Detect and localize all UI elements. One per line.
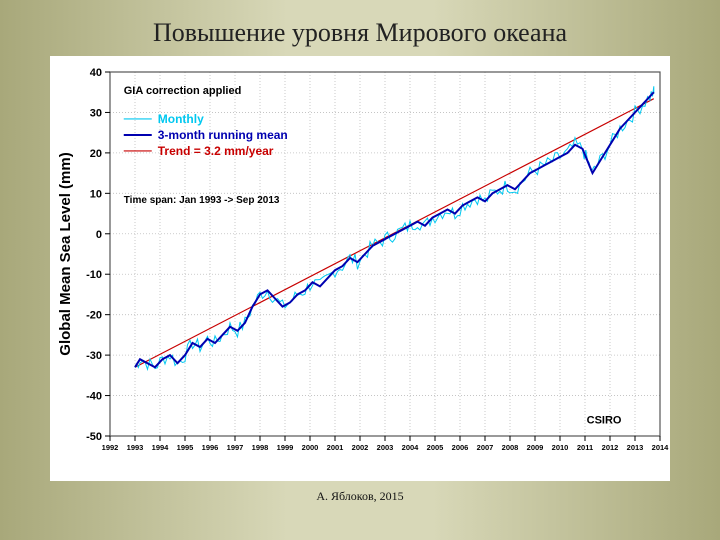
svg-text:-20: -20 [86, 310, 102, 322]
svg-text:30: 30 [90, 107, 102, 119]
svg-text:-30: -30 [86, 350, 102, 362]
svg-text:2010: 2010 [552, 443, 569, 452]
svg-text:2008: 2008 [502, 443, 519, 452]
svg-text:1994: 1994 [152, 443, 170, 452]
svg-text:-40: -40 [86, 391, 102, 403]
svg-text:1999: 1999 [277, 443, 294, 452]
svg-text:2014: 2014 [652, 443, 670, 452]
svg-text:1997: 1997 [227, 443, 244, 452]
svg-text:1993: 1993 [127, 443, 144, 452]
svg-text:1992: 1992 [102, 443, 119, 452]
svg-text:2004: 2004 [402, 443, 420, 452]
svg-text:Trend = 3.2 mm/year: Trend = 3.2 mm/year [158, 144, 274, 158]
svg-text:2005: 2005 [427, 443, 444, 452]
svg-text:10: 10 [90, 188, 102, 200]
svg-text:GIA correction applied: GIA correction applied [124, 85, 242, 97]
svg-text:2002: 2002 [352, 443, 369, 452]
svg-text:2009: 2009 [527, 443, 544, 452]
svg-text:2006: 2006 [452, 443, 469, 452]
sea-level-chart: -50 -40 -30 -20 -10 0 10 20 30 40 1992 1993 1994 1995… [50, 56, 670, 476]
svg-text:20: 20 [90, 148, 102, 160]
svg-text:2000: 2000 [302, 443, 319, 452]
svg-text:2003: 2003 [377, 443, 394, 452]
chart-area: -50 -40 -30 -20 -10 0 10 20 30 40 1992 1993 1994 1995… [50, 56, 670, 481]
svg-text:0: 0 [96, 229, 102, 241]
svg-text:1998: 1998 [252, 443, 269, 452]
svg-text:2012: 2012 [602, 443, 619, 452]
svg-text:3-month running mean: 3-month running mean [158, 128, 288, 142]
slide-title: Повышение уровня Мирового океана [0, 0, 720, 56]
svg-text:Monthly: Monthly [158, 112, 204, 126]
svg-text:2011: 2011 [577, 443, 593, 452]
svg-text:CSIRO: CSIRO [587, 414, 622, 426]
svg-text:-10: -10 [86, 269, 102, 281]
svg-text:Time span: Jan 1993 -> Sep 201: Time span: Jan 1993 -> Sep 2013 [124, 195, 280, 206]
svg-text:1996: 1996 [202, 443, 219, 452]
svg-text:2007: 2007 [477, 443, 494, 452]
svg-text:-50: -50 [86, 431, 102, 443]
svg-text:2013: 2013 [627, 443, 644, 452]
slide-attribution: А. Яблоков, 2015 [0, 489, 720, 504]
svg-text:2001: 2001 [327, 443, 344, 452]
svg-text:Global Mean Sea Level (mm): Global Mean Sea Level (mm) [57, 152, 74, 355]
svg-text:40: 40 [90, 67, 102, 79]
svg-text:1995: 1995 [177, 443, 194, 452]
